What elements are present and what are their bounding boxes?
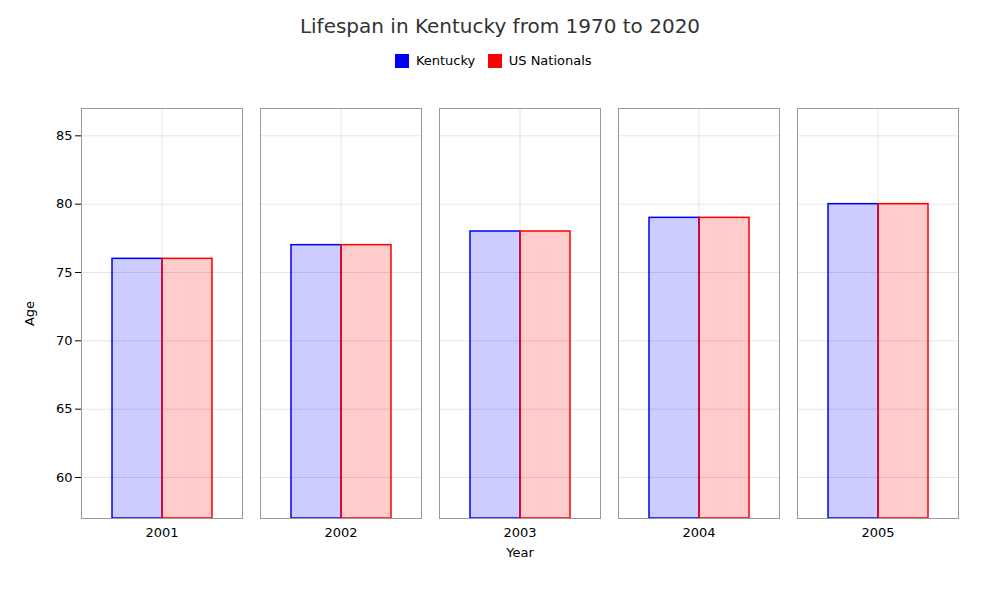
svg-text:80: 80 (56, 196, 73, 211)
svg-text:Age: Age (22, 300, 37, 325)
svg-text:60: 60 (56, 469, 73, 484)
svg-text:Year: Year (505, 544, 534, 559)
svg-text:75: 75 (56, 264, 73, 279)
svg-text:2005: 2005 (861, 524, 894, 539)
svg-text:65: 65 (56, 401, 73, 416)
svg-text:70: 70 (56, 332, 73, 347)
html-text:US Nationals: US Nationals (508, 53, 592, 68)
svg-text:2001: 2001 (145, 524, 178, 539)
svg-text:2002: 2002 (324, 524, 357, 539)
svg-text:2003: 2003 (503, 524, 536, 539)
svg-text:85: 85 (56, 127, 73, 142)
html-text:Lifespan in Kentucky from 1970: Lifespan in Kentucky from 1970 to 2020 (299, 14, 701, 38)
html-text:Kentucky: Kentucky (415, 53, 476, 68)
svg-text:2004: 2004 (682, 524, 715, 539)
